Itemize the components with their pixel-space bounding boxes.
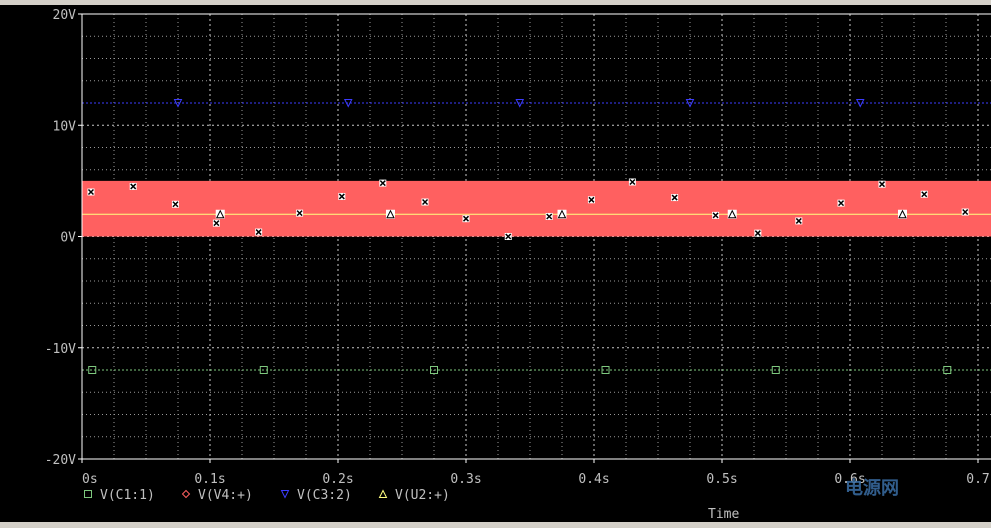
y-tick-label: -20V xyxy=(45,453,76,468)
y-tick-label: 20V xyxy=(53,8,77,23)
x-axis-label: Time xyxy=(708,507,740,522)
legend-label: V(C1:1) xyxy=(100,488,155,503)
v4-point-mark xyxy=(338,193,345,200)
v4-point-mark xyxy=(795,217,802,224)
v4-point-mark xyxy=(671,194,678,201)
y-tick-label: 10V xyxy=(53,119,77,134)
v4-point-mark xyxy=(505,233,512,240)
window-bottom-border xyxy=(0,522,991,528)
v4-band xyxy=(82,180,991,237)
triangle-down-marker xyxy=(343,99,353,108)
legend-item: V(C3:2) xyxy=(280,488,352,503)
legend-label: V(C3:2) xyxy=(297,488,352,503)
v4-point-mark xyxy=(130,183,137,190)
legend-item: V(V4:+) xyxy=(181,488,253,503)
square-marker xyxy=(601,366,610,374)
v4-point-mark xyxy=(962,208,969,216)
v4-point-mark xyxy=(878,181,886,188)
v4-point-mark xyxy=(712,212,719,219)
y-tick-label: -10V xyxy=(45,342,76,357)
window-top-border xyxy=(0,0,991,5)
legend-label: V(U2:+) xyxy=(395,488,450,503)
u2-marker-bg xyxy=(215,209,225,219)
v4-point-mark xyxy=(379,180,386,187)
triangle-up-marker xyxy=(386,209,395,219)
v4-point-mark xyxy=(255,229,262,236)
u2-marker-bg xyxy=(897,209,907,219)
u2-marker-bg xyxy=(727,209,737,219)
legend-marker-icon xyxy=(84,490,92,498)
legend-label: V(V4:+) xyxy=(198,488,253,503)
v4-point-mark xyxy=(921,191,928,198)
x-tick-labels: 0s 0.1s 0.2s 0.3s 0.4s 0.5s 0.6s 0.7 xyxy=(82,472,990,487)
u2-marker-bg xyxy=(385,209,395,219)
legend: V(C1:1) V(V4:+) V(C3:2) V(U2:+) xyxy=(84,488,450,503)
legend-marker-icon xyxy=(181,489,191,499)
v4-point-mark xyxy=(754,230,761,237)
triangle-down-marker xyxy=(855,99,865,108)
legend-item: V(C1:1) xyxy=(84,488,155,503)
triangle-up-marker xyxy=(557,209,567,219)
legend-item: V(U2:+) xyxy=(378,488,450,503)
v4-point-mark xyxy=(172,201,179,208)
x-tick-label: 0.1s xyxy=(194,472,225,487)
v4-point-mark xyxy=(87,188,94,196)
legend-marker-icon xyxy=(378,489,388,498)
series-markers xyxy=(87,99,969,374)
x-tick-label: 0.5s xyxy=(706,472,737,487)
v4-point-mark xyxy=(422,198,429,206)
square-marker xyxy=(88,366,97,374)
square-marker xyxy=(943,366,952,374)
v4-point-mark xyxy=(588,196,595,203)
y-tick-label: 0V xyxy=(60,231,76,246)
y-tick-labels: 20V 10V 0V -10V -20V xyxy=(45,8,76,468)
series-lines xyxy=(82,102,991,371)
axes xyxy=(78,13,991,463)
x-tick-label: 0.3s xyxy=(450,472,481,487)
square-marker xyxy=(430,366,438,374)
v4-signal-band xyxy=(82,180,991,237)
v4-point-mark xyxy=(629,178,636,186)
triangle-down-marker xyxy=(685,99,695,108)
square-marker xyxy=(259,366,268,374)
x-tick-label: 0s xyxy=(82,472,98,487)
x-tick-label: 0.4s xyxy=(578,472,609,487)
square-marker xyxy=(771,366,780,374)
triangle-up-marker xyxy=(727,209,737,219)
v4-point-mark xyxy=(546,213,553,220)
legend-marker-icon xyxy=(280,490,290,499)
u2-marker-bg xyxy=(557,209,567,219)
triangle-down-marker xyxy=(173,99,183,108)
v4-point-mark xyxy=(462,215,470,222)
x-tick-label: 0.7 xyxy=(966,472,989,487)
triangle-up-marker xyxy=(215,209,225,219)
x-tick-label: 0.6s xyxy=(834,472,865,487)
v4-point-mark xyxy=(296,210,303,217)
triangle-up-marker xyxy=(898,209,907,219)
triangle-down-marker xyxy=(515,99,525,108)
v4-point-mark xyxy=(838,200,845,207)
x-tick-label: 0.2s xyxy=(322,472,353,487)
watermark: 电源网 xyxy=(845,478,899,499)
v4-point-mark xyxy=(213,220,220,227)
